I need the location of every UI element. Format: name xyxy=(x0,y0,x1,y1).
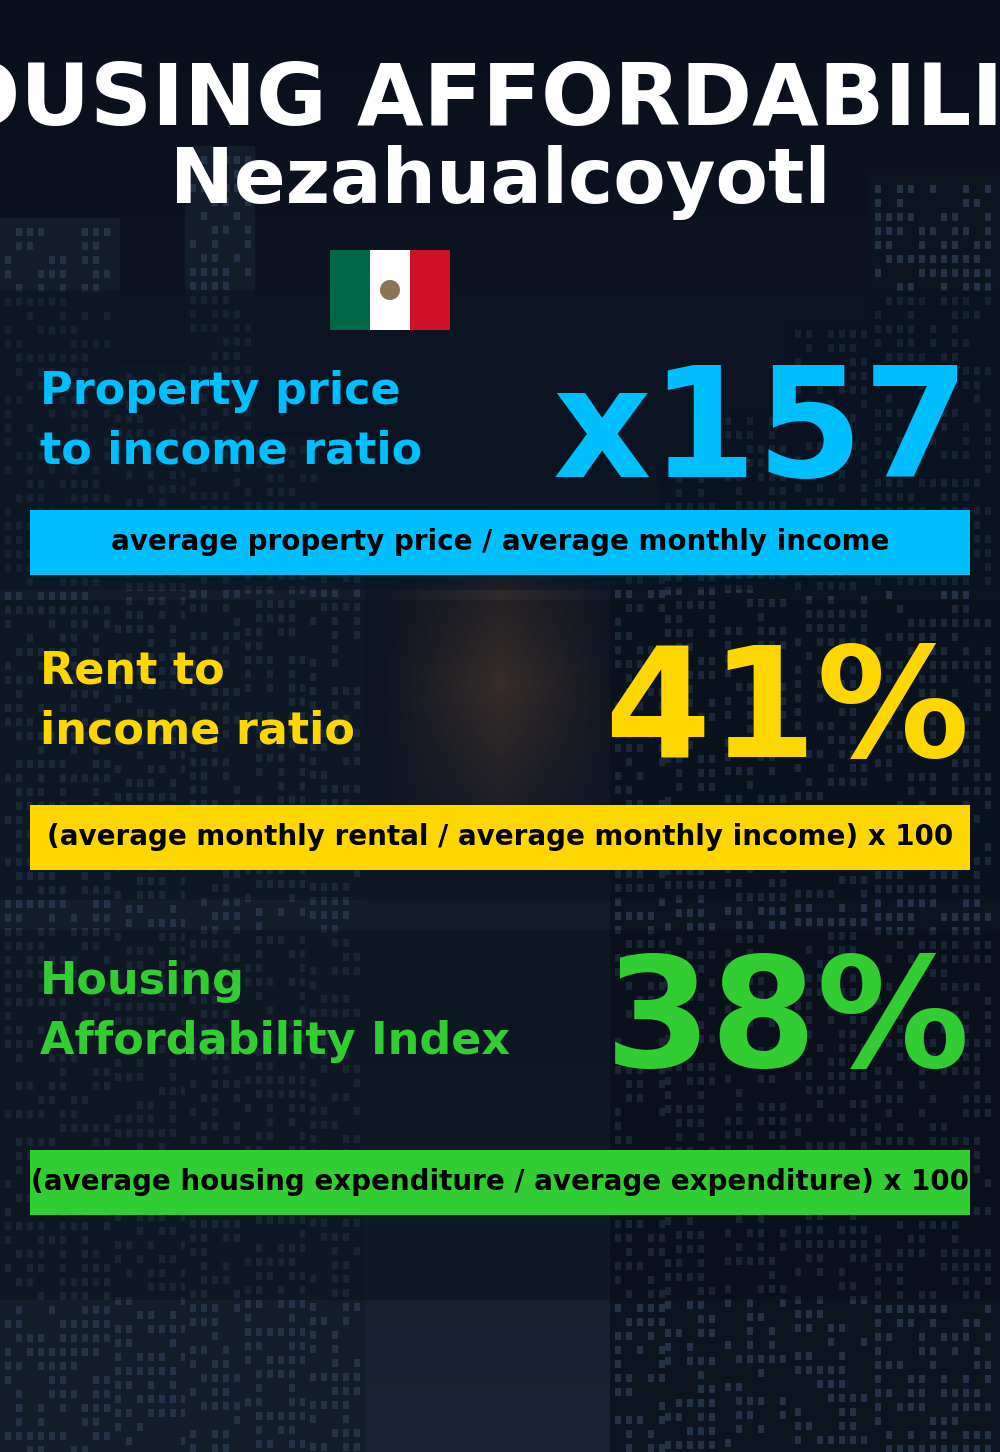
Text: 41%: 41% xyxy=(604,640,970,788)
Text: Property price
to income ratio: Property price to income ratio xyxy=(40,370,422,473)
Text: Housing
Affordability Index: Housing Affordability Index xyxy=(40,960,510,1063)
Text: HOUSING AFFORDABILITY: HOUSING AFFORDABILITY xyxy=(0,60,1000,142)
Bar xyxy=(30,804,970,870)
Bar xyxy=(0,600,1000,900)
Text: average property price / average monthly income: average property price / average monthly… xyxy=(111,529,889,556)
Text: Rent to
income ratio: Rent to income ratio xyxy=(40,650,355,754)
Bar xyxy=(0,290,1000,590)
Bar xyxy=(0,929,1000,1300)
Bar xyxy=(30,510,970,575)
Bar xyxy=(410,250,450,330)
Bar xyxy=(30,1150,970,1215)
Text: 38%: 38% xyxy=(604,950,970,1099)
Text: (average housing expenditure / average expenditure) x 100: (average housing expenditure / average e… xyxy=(31,1167,969,1196)
Text: (average monthly rental / average monthly income) x 100: (average monthly rental / average monthl… xyxy=(47,823,953,851)
Text: x157: x157 xyxy=(553,360,970,510)
Bar xyxy=(330,250,370,330)
Text: Nezahualcoyotl: Nezahualcoyotl xyxy=(170,145,830,221)
Bar xyxy=(370,250,410,330)
Circle shape xyxy=(380,280,400,301)
